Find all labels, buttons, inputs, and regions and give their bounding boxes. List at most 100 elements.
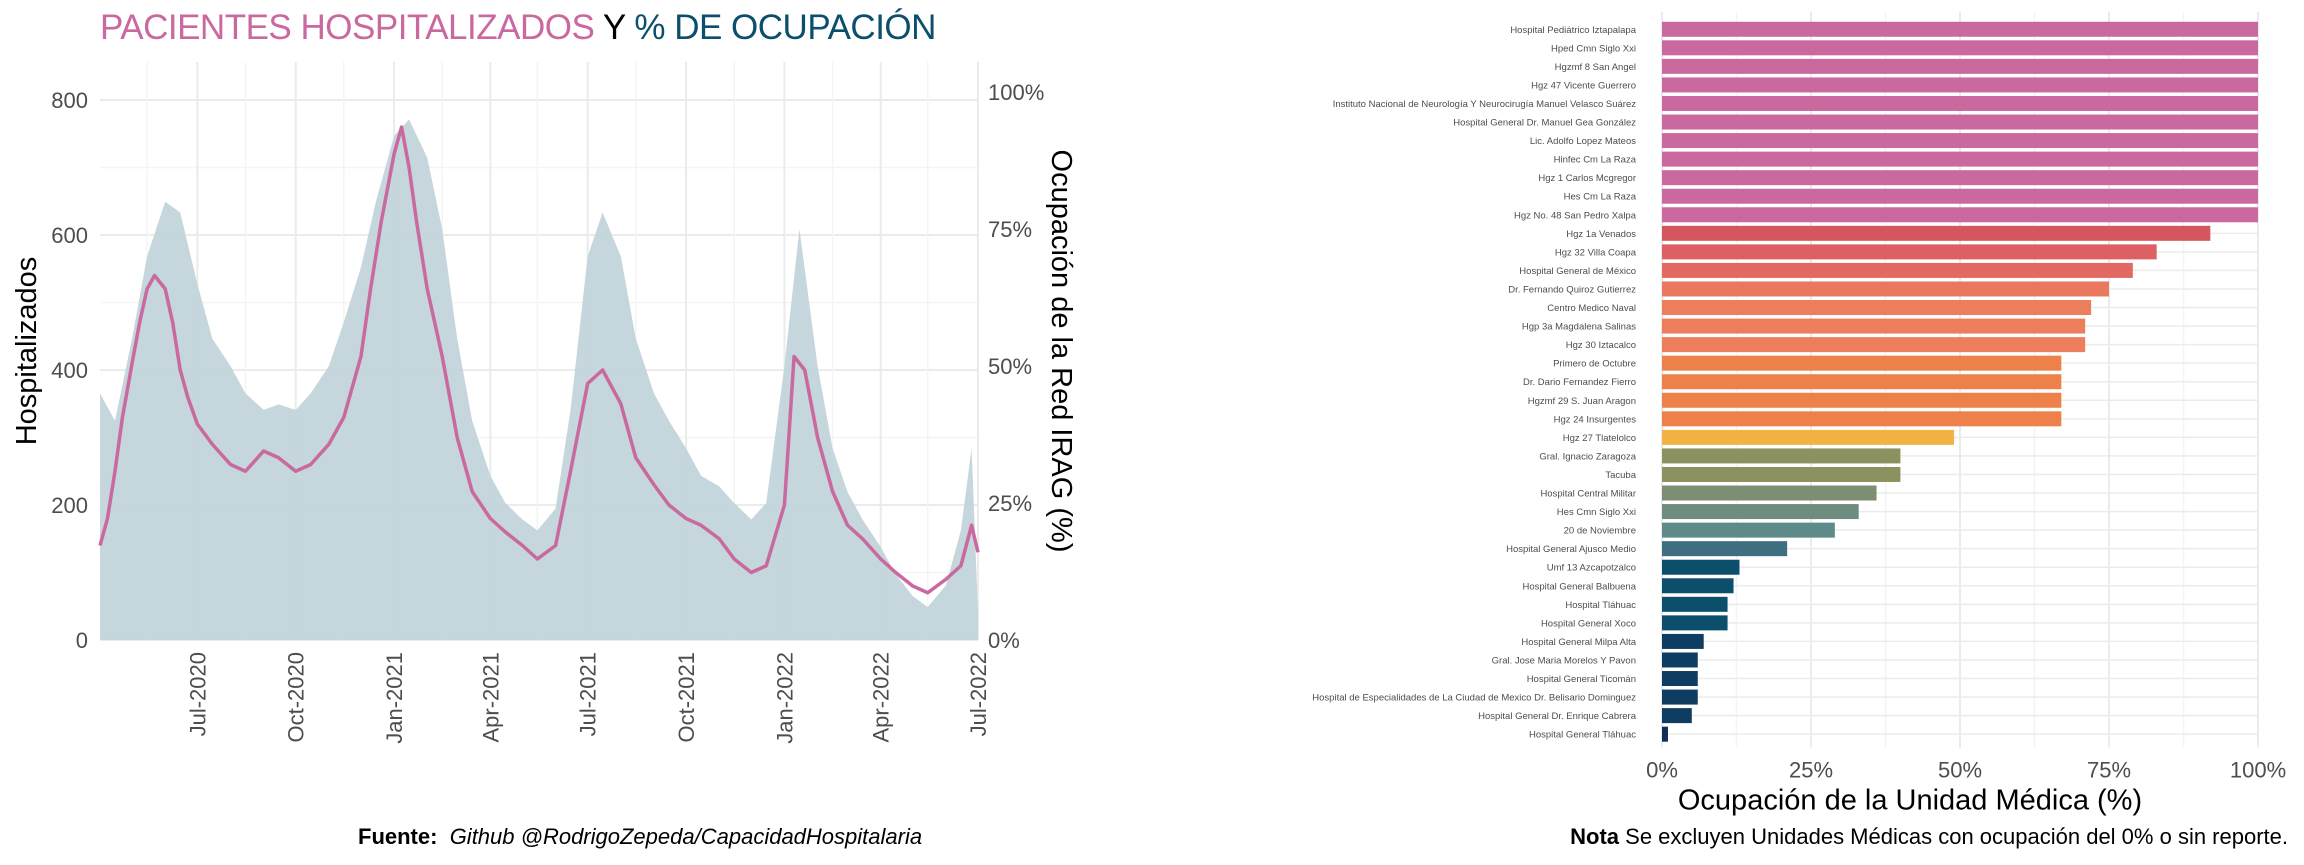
- y2-tick-label: 25%: [988, 491, 1032, 516]
- bar: [1662, 300, 2092, 316]
- occupancy-bar-chart: 0% 25% 50% 75% 100% Hospital Pediátrico Iztap…: [1312, 12, 2286, 816]
- category-label: 20 de Noviembre: [1564, 526, 1636, 537]
- bar: [1662, 689, 1698, 705]
- category-label: Hospital Tláhuac: [1565, 600, 1636, 611]
- y2-tick-label: 100%: [988, 80, 1044, 105]
- hospitalized-line: [98, 125, 980, 595]
- x-tick-label: 25%: [1789, 757, 1833, 782]
- title-part-ocupacion: % DE OCUPACIÓN: [634, 8, 936, 47]
- x-tick-label: Jan-2021: [382, 652, 407, 744]
- category-label: Gral. Jose Maria Morelos Y Pavon: [1492, 655, 1636, 666]
- category-label: Hospital General Balbuena: [1522, 581, 1636, 592]
- bar: [1662, 188, 2258, 204]
- x-axis-title: Ocupación de la Unidad Médica (%): [1678, 784, 2142, 816]
- category-label: Hospital Pediátrico Iztapalapa: [1510, 25, 1636, 36]
- category-label: Umf 13 Azcapotzalco: [1547, 563, 1636, 574]
- category-label: Primero de Octubre: [1553, 359, 1636, 370]
- x-tick-label: 75%: [2087, 757, 2131, 782]
- bar: [1662, 485, 1877, 501]
- category-label: Tacuba: [1605, 470, 1636, 481]
- category-label: Hgz 24 Insurgentes: [1554, 414, 1637, 425]
- y-tick-label: 800: [51, 88, 88, 113]
- category-label: Hgz 47 Vicente Guerrero: [1531, 80, 1636, 91]
- category-label: Hgz 27 Tlatelolco: [1563, 433, 1636, 444]
- category-label: Hgp 3a Magdalena Salinas: [1522, 322, 1636, 333]
- bar: [1662, 21, 2258, 37]
- x-tick-label: Apr-2022: [869, 652, 894, 743]
- category-label: Hospital General Xoco: [1541, 618, 1636, 629]
- bar: [1662, 448, 1901, 464]
- category-label: Hospital Central Militar: [1540, 489, 1636, 500]
- y2-tick-label: 75%: [988, 217, 1032, 242]
- category-label: Hes Cm La Raza: [1564, 192, 1637, 203]
- bar: [1662, 114, 2258, 130]
- bar: [1662, 58, 2258, 74]
- category-label: Hospital General Dr. Manuel Gea González: [1453, 118, 1636, 129]
- bar: [1662, 541, 1788, 557]
- category-label: Hgzmf 8 San Angel: [1555, 62, 1636, 73]
- x-tick-label: Jul-2022: [966, 652, 991, 736]
- category-label: Hospital General Dr. Enrique Cabrera: [1478, 711, 1637, 722]
- x-tick-label: 50%: [1938, 757, 1982, 782]
- category-label: Hgz 1a Venados: [1566, 229, 1636, 240]
- x-tick-label: 0%: [1646, 757, 1678, 782]
- bar: [1662, 262, 2133, 278]
- category-label: Hped Cmn Siglo Xxi: [1551, 43, 1636, 54]
- bar: [1662, 429, 1955, 445]
- y2-tick-label: 50%: [988, 354, 1032, 379]
- category-label: Hgz 32 Villa Coapa: [1555, 247, 1637, 258]
- bar: [1662, 522, 1835, 538]
- hospitalizations-chart: 0 200 400 600 800 Jul-2020 Oct-2020 Jan-2021 Apr…: [11, 62, 1077, 744]
- bar: [1662, 708, 1692, 724]
- category-label: Hospital General Tláhuac: [1529, 730, 1636, 741]
- category-label: Hgzmf 29 S. Juan Aragon: [1528, 396, 1636, 407]
- bar: [1662, 281, 2109, 297]
- y-tick-label: 200: [51, 493, 88, 518]
- x-tick-label: Apr-2021: [478, 652, 503, 743]
- bar: [1662, 95, 2258, 111]
- bar: [1662, 318, 2086, 334]
- category-label: Hes Cmn Siglo Xxi: [1557, 507, 1636, 518]
- bar: [1662, 392, 2062, 408]
- title-part-hospitalizados: PACIENTES HOSPITALIZADOS: [100, 8, 595, 47]
- category-label: Hospital General Ticomán: [1527, 674, 1636, 685]
- bar: [1662, 151, 2258, 167]
- note-text: Se excluyen Unidades Médicas con ocupaci…: [1625, 824, 2288, 849]
- category-label: Hinfec Cm La Raza: [1554, 155, 1637, 166]
- x-tick-label: Jul-2020: [185, 652, 210, 736]
- y2-tick-label: 0%: [988, 628, 1020, 653]
- y-tick-label: 400: [51, 358, 88, 383]
- bar: [1662, 244, 2157, 260]
- category-label: Hgz No. 48 San Pedro Xalpa: [1514, 210, 1637, 221]
- category-label: Hgz 30 Iztacalco: [1566, 340, 1636, 351]
- bar: [1662, 40, 2258, 56]
- y2-axis-title: Ocupación de la Red IRAG (%): [1045, 150, 1077, 553]
- y-tick-label: 0: [76, 628, 88, 653]
- x-tick-label: 100%: [2230, 757, 2286, 782]
- source-caption: Fuente: Github @RodrigoZepeda/CapacidadH…: [358, 824, 922, 850]
- x-tick-label: Oct-2020: [284, 652, 309, 743]
- bar: [1662, 633, 1704, 649]
- category-label: Instituto Nacional de Neurología Y Neuro…: [1333, 99, 1637, 110]
- bar: [1662, 671, 1698, 687]
- category-label: Centro Medico Naval: [1547, 303, 1636, 314]
- bar: [1662, 374, 2062, 390]
- title-part-y: Y: [602, 8, 626, 47]
- x-tick-label: Jan-2022: [772, 652, 797, 744]
- note-caption: Nota Se excluyen Unidades Médicas con oc…: [1570, 824, 2288, 850]
- category-label: Dr. Dario Fernandez Fierro: [1523, 377, 1636, 388]
- bar: [1662, 559, 1740, 575]
- bar: [1662, 337, 2086, 353]
- source-text: Github @RodrigoZepeda/CapacidadHospitala…: [449, 824, 923, 849]
- bar: [1662, 133, 2258, 149]
- category-label: Hgz 1 Carlos Mcgregor: [1538, 173, 1636, 184]
- category-label: Lic. Adolfo Lopez Mateos: [1530, 136, 1636, 147]
- bar: [1662, 225, 2211, 241]
- bar: [1662, 652, 1698, 668]
- note-label: Nota: [1570, 824, 1620, 849]
- page-title: PACIENTES HOSPITALIZADOS Y % DE OCUPACIÓ…: [100, 8, 936, 48]
- bar: [1662, 596, 1728, 612]
- category-label: Dr. Fernando Quiroz Gutierrez: [1508, 284, 1636, 295]
- x-tick-label: Jul-2021: [576, 652, 601, 736]
- bar: [1662, 411, 2062, 427]
